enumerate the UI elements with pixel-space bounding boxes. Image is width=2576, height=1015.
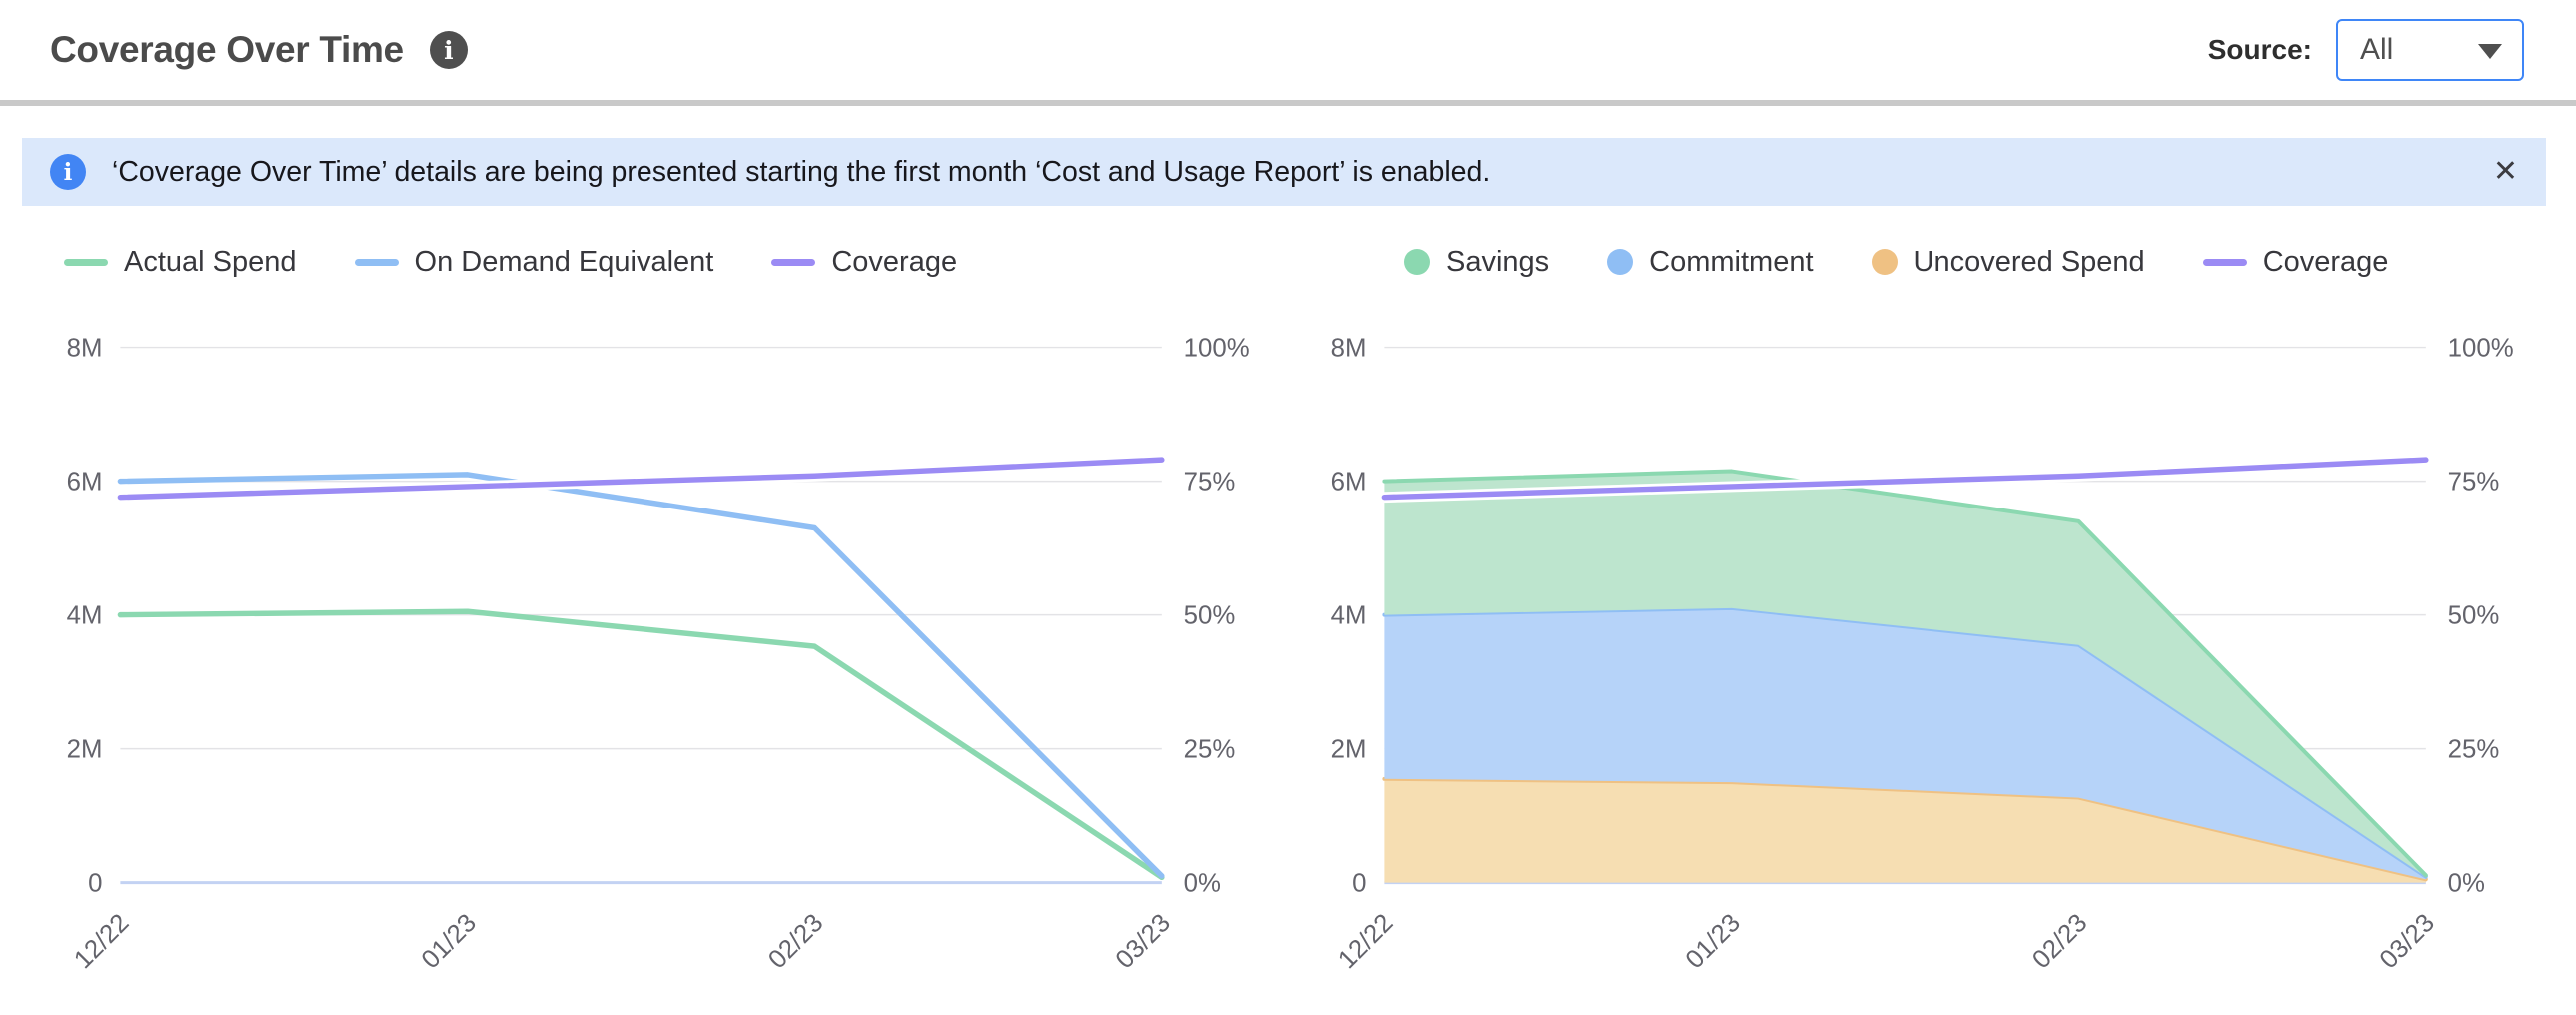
legend-label: Coverage [831, 245, 958, 278]
y-axis-tick-left: 6M [67, 469, 103, 497]
y-axis-tick-right: 50% [2448, 602, 2500, 630]
y-axis-tick-right: 75% [1184, 469, 1236, 497]
x-axis-tick: 03/23 [2375, 909, 2440, 974]
legend-item-commitment[interactable]: Commitment [1607, 245, 1814, 279]
y-axis-tick-left: 0 [1352, 870, 1366, 898]
info-banner: i ‘Coverage Over Time’ details are being… [22, 138, 2546, 206]
legend-item-uncovered-spend[interactable]: Uncovered Spend [1871, 245, 2145, 279]
x-axis-tick: 01/23 [1681, 909, 1746, 974]
legend-label: On Demand Equivalent [414, 245, 714, 278]
y-axis-tick-left: 6M [1331, 469, 1367, 497]
banner-text: ‘Coverage Over Time’ details are being p… [112, 155, 1491, 188]
info-icon[interactable]: i [429, 31, 468, 69]
legend-marker-coverage [2202, 258, 2247, 266]
page-title: Coverage Over Time [50, 29, 404, 70]
y-axis-tick-right: 100% [1184, 335, 1250, 363]
y-axis-tick-right: 0% [2448, 870, 2485, 898]
legend-label: Actual Spend [124, 245, 297, 278]
series-uncovered-spend-area [1384, 778, 2426, 883]
y-axis-tick-left: 4M [1331, 602, 1367, 630]
banner-info-icon: i [50, 154, 86, 190]
y-axis-tick-right: 25% [1184, 736, 1236, 764]
y-axis-tick-right: 100% [2448, 335, 2514, 363]
y-axis-tick-left: 0 [88, 870, 102, 898]
charts-row: Actual Spend On Demand Equivalent Coverage… [0, 240, 2576, 982]
x-axis-tick: 01/23 [417, 909, 482, 974]
y-axis-tick-left: 8M [67, 335, 103, 363]
series-coverage-line [1381, 457, 2429, 501]
legend-item-coverage[interactable]: Coverage [2202, 245, 2389, 279]
y-axis-tick-left: 2M [1331, 736, 1367, 764]
header-divider [0, 100, 2576, 106]
source-dropdown-value: All [2360, 33, 2394, 66]
series-savings-area [1384, 471, 2426, 877]
area-chart-legend: Savings Commitment Uncovered Spend Coverage [1404, 240, 2540, 284]
legend-label: Savings [1446, 245, 1550, 278]
legend-label: Coverage [2262, 245, 2389, 278]
legend-item-savings[interactable]: Savings [1404, 246, 1549, 279]
legend-marker-uncovered-spend [1871, 249, 1898, 275]
panel-header: Coverage Over Time i Source: All [0, 0, 2576, 100]
y-axis-tick-right: 25% [2448, 736, 2500, 764]
y-axis-tick-right: 50% [1184, 602, 1236, 630]
x-axis-tick: 02/23 [763, 909, 828, 974]
x-axis-tick: 12/22 [1333, 909, 1398, 974]
line-chart-legend: Actual Spend On Demand Equivalent Coverage [64, 240, 1276, 284]
area-chart-svg: 8M 100% 6M 75% 4M 50% 2M 25% 0 0% 12/22 01/23 02/23 0… [1331, 335, 2514, 975]
source-wrap: Source: All [2208, 19, 2524, 81]
series-savings-edge [1382, 469, 2428, 878]
legend-label: Commitment [1649, 245, 1814, 278]
y-axis-tick-left: 2M [67, 736, 103, 764]
chevron-down-icon [2478, 44, 2502, 59]
legend-item-on-demand-equivalent[interactable]: On Demand Equivalent [354, 245, 714, 279]
area-chart-section: Savings Commitment Uncovered Spend Coverage… [1300, 240, 2540, 982]
source-dropdown[interactable]: All [2336, 19, 2524, 81]
close-icon[interactable]: ✕ [2492, 155, 2518, 188]
legend-item-actual-spend[interactable]: Actual Spend [64, 246, 297, 279]
series-actual-spend-line [117, 608, 1165, 881]
legend-marker-savings [1404, 249, 1430, 275]
legend-item-coverage[interactable]: Coverage [771, 246, 957, 279]
legend-label: Uncovered Spend [1913, 245, 2145, 278]
y-axis-tick-right: 75% [2448, 469, 2500, 497]
line-chart-svg: 8M 100% 6M 75% 4M 50% 2M 25% 0 0% 12/22 01/23 02/23 0… [67, 335, 1250, 975]
series-on-demand-equivalent-line [117, 472, 1165, 879]
legend-marker-on-demand-equivalent [354, 258, 399, 266]
y-axis-tick-right: 0% [1184, 870, 1221, 898]
series-commitment-area [1384, 607, 2426, 880]
legend-marker-coverage [771, 258, 816, 266]
series-coverage-line [117, 457, 1165, 501]
line-chart-section: Actual Spend On Demand Equivalent Coverage… [36, 240, 1276, 982]
y-axis-tick-left: 4M [67, 602, 103, 630]
y-axis-tick-left: 8M [1331, 335, 1367, 363]
source-label: Source: [2207, 34, 2312, 65]
x-axis-tick: 12/22 [69, 909, 134, 974]
legend-marker-actual-spend [64, 258, 108, 266]
x-axis-tick: 02/23 [2027, 909, 2092, 974]
title-wrap: Coverage Over Time i [50, 29, 468, 71]
x-axis-tick: 03/23 [1111, 909, 1176, 974]
legend-marker-commitment [1607, 249, 1634, 275]
